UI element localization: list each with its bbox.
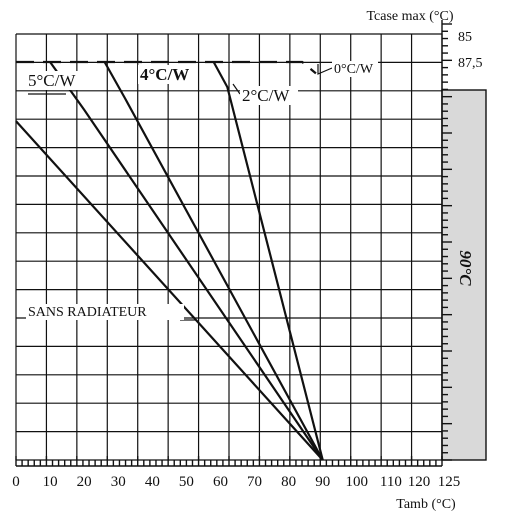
x-axis-label: Tamb (°C) <box>396 497 456 512</box>
series-lines <box>15 60 324 461</box>
series-line-4 <box>15 120 324 461</box>
x-tick-label: 0 <box>12 474 20 490</box>
series-label-leader <box>317 64 333 75</box>
series-label-3: 5°C/W <box>28 71 76 90</box>
series-labels: 0°C/W 2°C/W 4°C/W 5°C/W SANS RADIATEUR <box>26 61 378 321</box>
y-tick-labels: 85 87,5 <box>458 30 483 71</box>
x-tick-label: 110 <box>380 474 402 490</box>
series-label-0: 0°C/W <box>334 62 374 77</box>
axes <box>15 20 452 467</box>
y-axis-label: Tcase max (°C) <box>366 9 453 24</box>
x-tick-label: 80 <box>281 474 296 490</box>
series-line-2 <box>103 61 324 461</box>
series-label-2: 4°C/W <box>140 65 189 84</box>
series-label-bg <box>26 71 84 90</box>
temperature-band: 90°C <box>441 89 487 461</box>
x-tick-label: 120 <box>408 474 431 490</box>
series-label-leader <box>232 83 241 95</box>
series-label-bg <box>26 304 184 320</box>
x-tick-label: 90 <box>315 474 330 490</box>
x-tick-label: 100 <box>346 474 369 490</box>
x-tick-label: 30 <box>111 474 126 490</box>
band-rect <box>441 89 487 461</box>
band-label: 90°C <box>456 250 475 286</box>
series-label-bg <box>138 65 196 84</box>
series-label-bg <box>332 61 378 77</box>
x-tick-label: 50 <box>179 474 194 490</box>
series-line-1 <box>212 61 324 461</box>
y-tick-label: 85 <box>458 30 472 45</box>
x-tick-label: 125 <box>438 474 461 490</box>
x-tick-label: 70 <box>247 474 262 490</box>
x-tick-label: 10 <box>43 474 58 490</box>
x-tick-label: 20 <box>77 474 92 490</box>
series-label-4: SANS RADIATEUR <box>28 305 147 320</box>
x-tick-label: 60 <box>213 474 228 490</box>
series-label-bg <box>240 86 298 105</box>
series-label-1: 2°C/W <box>242 86 290 105</box>
x-tick-labels: 0 10 20 30 40 50 60 70 80 90 100 110 120 125 <box>12 474 460 490</box>
series-line-0 <box>16 60 317 75</box>
x-tick-label: 40 <box>145 474 160 490</box>
y-tick-label: 87,5 <box>458 56 483 71</box>
